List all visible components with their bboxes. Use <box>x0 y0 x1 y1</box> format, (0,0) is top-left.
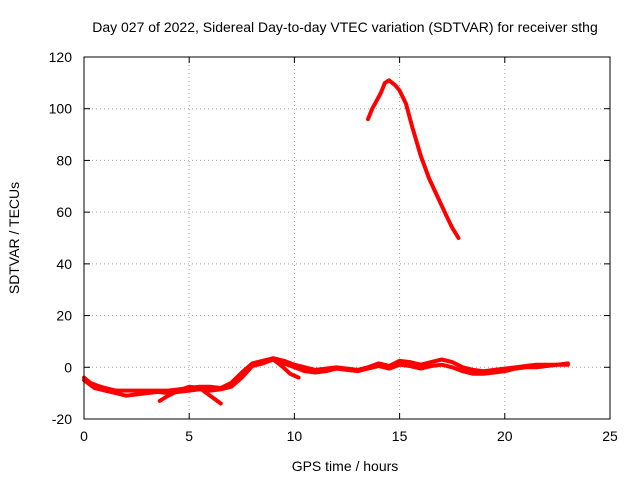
grid <box>84 57 610 419</box>
x-axis-label: GPS time / hours <box>292 458 399 474</box>
y-axis-label: SDTVAR / TECUs <box>6 182 22 294</box>
x-tick-label: 10 <box>287 428 303 444</box>
y-tick-label: 60 <box>56 204 72 220</box>
y-tick-label: 0 <box>64 359 72 375</box>
x-tick-label: 5 <box>185 428 193 444</box>
series-line-2 <box>82 357 570 398</box>
y-tick-label: 100 <box>49 101 73 117</box>
series-line-1 <box>82 356 570 393</box>
series-group <box>82 78 570 406</box>
y-tick-label: 40 <box>56 256 72 272</box>
y-tick-label: -20 <box>52 411 72 427</box>
plot-frame <box>83 56 611 420</box>
x-tick-label: 20 <box>497 428 513 444</box>
y-tick-label: 20 <box>56 308 72 324</box>
axis-ticks: 0 5 10 15 20 25 -20 0 20 40 60 80 100 120 <box>49 49 618 444</box>
x-tick-label: 0 <box>80 428 88 444</box>
series-line-5 <box>366 78 461 240</box>
chart-title: Day 027 of 2022, Sidereal Day-to-day VTE… <box>92 19 598 35</box>
y-tick-label: 80 <box>56 152 72 168</box>
series-line-3 <box>157 384 223 406</box>
y-tick-label: 120 <box>49 49 73 65</box>
x-tick-label: 15 <box>392 428 408 444</box>
series-line-4 <box>271 357 301 380</box>
x-tick-label: 25 <box>602 428 618 444</box>
